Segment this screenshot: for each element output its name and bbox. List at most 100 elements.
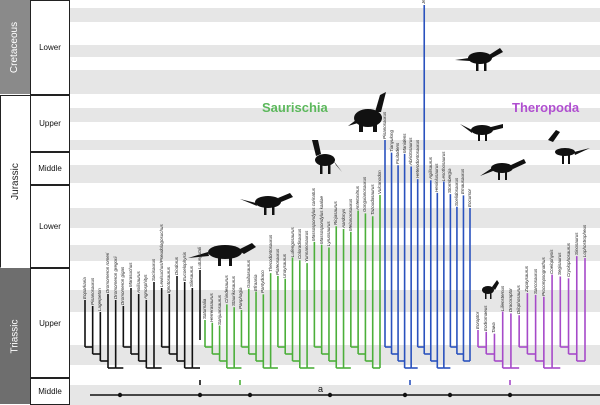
time-band <box>70 140 600 150</box>
node-marker-label: a <box>318 384 323 394</box>
taxon-label: Marasuchus <box>128 262 133 287</box>
taxon-label: Herrerasaurus <box>209 293 215 322</box>
node-dot <box>327 392 333 398</box>
epoch-jurassic-middle: Middle <box>30 152 70 185</box>
taxon-label: Agilisaurus <box>427 157 433 180</box>
taxon-label: Sinosaurus <box>573 232 579 256</box>
taxon-label: Hexinlusaurus <box>434 163 440 192</box>
node-dot <box>447 392 453 398</box>
taxon-label: Ignotosaurus <box>166 266 172 293</box>
taxon-label: Eocursor <box>467 188 472 207</box>
node-dot <box>197 392 203 398</box>
plateosaurus-silhouette <box>240 193 293 215</box>
taxon-label: Fruitadens <box>395 142 401 165</box>
taxon-label: Cryolophosaurus <box>565 243 571 278</box>
taxon-label: Unaysaurus <box>282 253 288 278</box>
taxon-label: Zupaysaurus <box>524 266 530 293</box>
time-band <box>70 208 600 228</box>
taxon-label: Diodorus <box>174 256 179 275</box>
taxon-label: Manidens <box>401 133 407 153</box>
taxon-label: Tazoudasaurus <box>369 184 375 216</box>
taxon-label: Vulcanodon <box>377 170 382 194</box>
time-band <box>70 290 600 312</box>
taxon-label: Lewisuchus/Pseudolagosuchus <box>158 224 164 287</box>
taxon-label: Lyruosaurus <box>325 221 331 247</box>
node-dot <box>247 392 253 398</box>
taxon-label: Massospondylus kaalae <box>318 195 324 244</box>
taxon-label: Eucoelophysis <box>181 251 187 281</box>
taxon-label: Heterodontosaurus <box>414 139 420 179</box>
taxon-label: Efraasia <box>253 274 259 291</box>
node-marker: a <box>318 384 340 405</box>
taxon-label: Riojasaurus <box>333 201 339 226</box>
time-band <box>70 8 600 22</box>
taxon-label: Procompsognathus <box>540 256 546 296</box>
time-band <box>70 345 600 365</box>
taxon-label: Pisanosaurus <box>89 277 95 305</box>
taxon-label: Dilophosaurus <box>516 285 522 315</box>
taxon-label: Eoparkaria <box>82 277 87 299</box>
epoch-cretaceous-lower: Lower <box>30 0 70 95</box>
clade-label-saurischia: Saurischia <box>262 100 328 115</box>
taxon-label: Melanorosaurus <box>347 198 353 231</box>
taxon-label: Lophostropheus <box>582 224 587 257</box>
taxon-label: Scelidosaurus <box>453 177 459 206</box>
taxon-label: Dromomeron gregorii <box>112 256 118 299</box>
taxon-label: Eoraptor <box>475 311 480 329</box>
time-band <box>70 70 600 94</box>
taxon-label: Gongxianosaurus <box>362 177 368 213</box>
taxon-label: Eodromaeus <box>483 305 489 331</box>
taxon-label: Guaibasaurus <box>245 259 251 288</box>
taxon-label: Silesaurus <box>189 265 195 287</box>
sauropod-silhouette <box>348 92 386 132</box>
taxon-label: Pantydraco <box>260 270 266 294</box>
taxon-label: Massospondylus carinatus <box>311 187 317 241</box>
taxon-label: Sacisaurus <box>151 258 156 281</box>
taxon-label: Coloradisaurus <box>296 229 302 260</box>
taxon-label: Coelophysis <box>549 249 555 274</box>
taxon-label: Sarcosaurus <box>532 268 538 294</box>
epoch-triassic-upper: Upper <box>30 268 70 378</box>
taxon-label: Lagerpeton <box>97 288 103 311</box>
taxon-label: Antetonitrus <box>355 185 361 210</box>
taxon-label: Asilisaurus <box>135 271 141 293</box>
time-band <box>70 45 600 57</box>
taxon-label: Thecodontosaurus <box>267 234 273 273</box>
node-dot <box>117 392 123 398</box>
sauropodomorph-silhouette <box>312 140 342 174</box>
theropod-silhouette <box>480 159 526 180</box>
taxon-label: Jeholosaurus <box>421 0 426 4</box>
taxon-label: Panphagia <box>238 287 244 309</box>
time-band <box>70 165 600 183</box>
taxon-label: Plateosaurus <box>274 248 280 275</box>
period-cretaceous: Cretaceous <box>0 0 30 95</box>
taxon-label: Segisaurus <box>557 252 563 276</box>
taxon-label: Lesothosaurus <box>440 151 446 181</box>
time-band <box>70 245 600 261</box>
taxon-label: Staurikosaurus <box>231 276 237 307</box>
taxon-label: Sanjuansaurus <box>216 294 222 325</box>
taxon-label: Aardonyx <box>340 209 346 229</box>
taxon-label: Emausaurus <box>460 169 466 195</box>
taxon-label: Chindesaurus <box>223 275 229 304</box>
epoch-jurassic-lower: Lower <box>30 185 70 268</box>
epoch-jurassic-upper: Upper <box>30 95 70 152</box>
taxon-label: Dromomeron gigas <box>120 266 126 305</box>
dilophosaurus-silhouette <box>455 48 503 71</box>
taxon-label: Saturnalia <box>202 298 207 319</box>
herrerasaurus-silhouette <box>188 243 256 266</box>
taxon-label: Dromomeron romeri <box>105 252 110 293</box>
taxon-label: Dracoraptor <box>507 288 513 313</box>
node-dot <box>402 392 408 398</box>
taxon-label: Lutungutali <box>197 246 202 269</box>
taxon-label: Liliensternus <box>499 285 505 311</box>
taxon-label: Agnosphitys <box>143 274 149 299</box>
taxon-label: Tawa <box>491 322 497 333</box>
time-band <box>70 108 600 122</box>
period-jurassic: Jurassic <box>0 95 30 268</box>
taxon-label: Yunnanosaurus <box>304 230 310 263</box>
small-theropod-silhouette <box>482 280 499 299</box>
clade-label-theropoda: Theropoda <box>512 100 580 115</box>
